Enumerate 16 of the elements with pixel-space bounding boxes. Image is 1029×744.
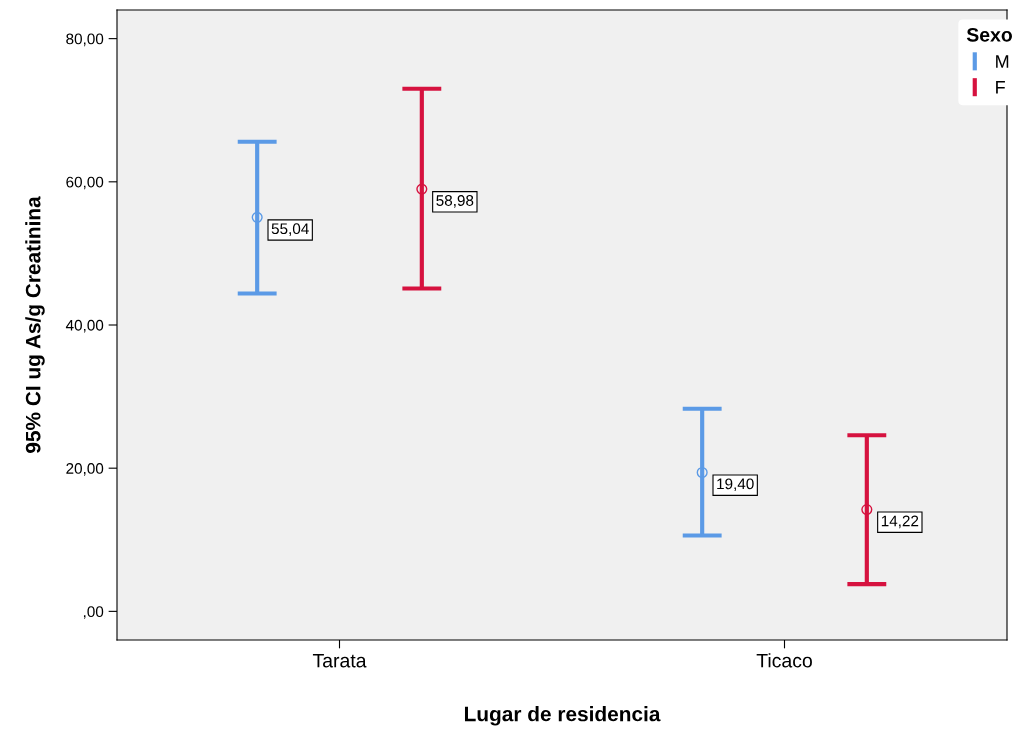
data-label: 58,98 [436,195,474,208]
y-tick-label: 40,00 [65,319,104,333]
x-tick-label: Ticaco [756,653,812,668]
y-tick-label: ,00 [83,606,104,619]
y-axis-title: 95% CI ug As/g Creatinina [25,196,45,453]
data-label: 55,04 [271,223,309,236]
x-tick-label: Tarata [312,653,367,668]
legend-label: M [996,55,1009,68]
y-tick-label: 60,00 [66,176,104,190]
legend-label: F [996,81,1005,94]
data-label: 14,22 [881,515,919,529]
x-axis-title: Lugar de residencia [464,706,661,726]
y-tick-label: 80,00 [66,33,104,47]
y-tick-label: 20,00 [66,463,104,476]
data-label: 19,40 [717,478,754,492]
legend-title: Sexo [966,27,1012,42]
